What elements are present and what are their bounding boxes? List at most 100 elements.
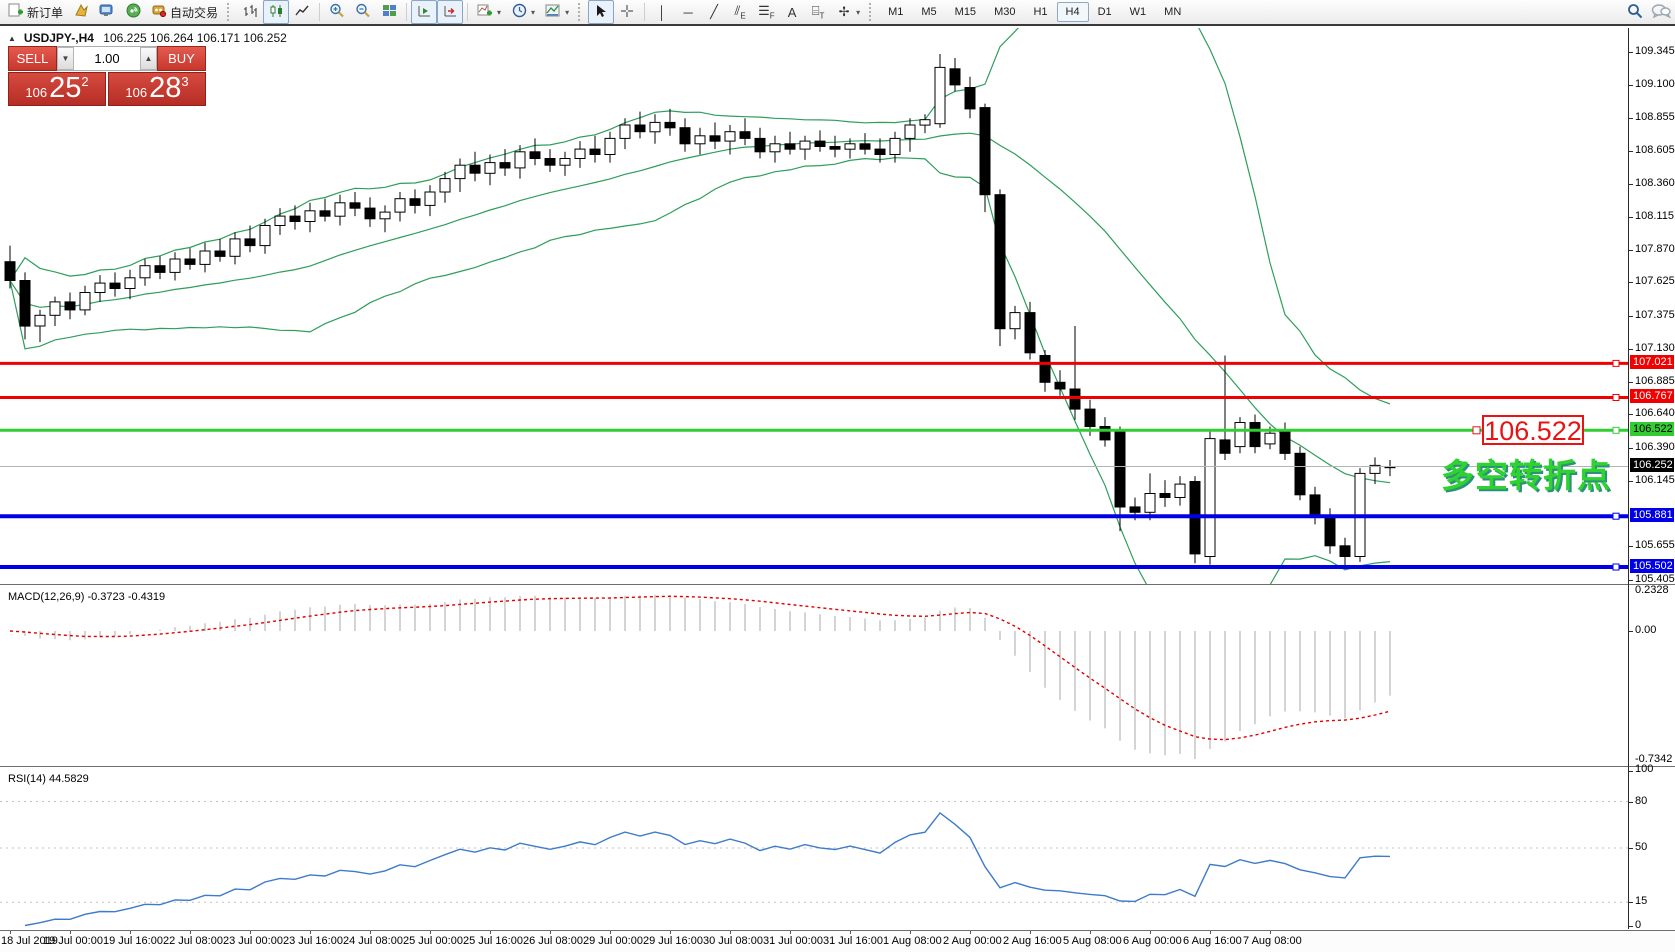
- chart-shift-button[interactable]: [437, 0, 464, 24]
- channel-tool-button[interactable]: ⫽E: [727, 0, 753, 24]
- rsi-axis[interactable]: 100 80 50 15 0: [1629, 763, 1675, 931]
- cursor-tool-button[interactable]: [588, 0, 615, 24]
- bar-chart-button[interactable]: [237, 0, 263, 24]
- trendline-tool-button[interactable]: ╱: [701, 0, 727, 24]
- timeframe-M15[interactable]: M15: [954, 6, 977, 18]
- price-tick-label: 109.100: [1635, 78, 1675, 90]
- time-tick-mark: [70, 931, 71, 934]
- time-label: 1 Aug 08:00: [883, 935, 942, 947]
- timeframe-D1[interactable]: D1: [1097, 6, 1112, 18]
- zoom-out-icon: [355, 3, 371, 21]
- volume-decrease-button[interactable]: ▼: [57, 47, 74, 70]
- price-tick-mark: [1629, 118, 1633, 119]
- rsi-tick-label: 50: [1635, 841, 1648, 853]
- timeframe-W1[interactable]: W1: [1129, 6, 1147, 18]
- chat-icon[interactable]: [1651, 3, 1672, 24]
- price-level-label-107.021: 107.021: [1630, 355, 1674, 369]
- periods-button[interactable]: ▾: [506, 0, 540, 24]
- candlestick-chart-button[interactable]: [263, 0, 290, 24]
- horizontal-line-tool-button[interactable]: ─: [675, 0, 701, 24]
- crosshair-tool-button[interactable]: [614, 0, 640, 24]
- price-tick-label: 106.640: [1635, 407, 1675, 419]
- channel-icon: ⫽E: [734, 3, 746, 21]
- rsi-tick-mark: [1629, 926, 1633, 927]
- time-label: 2 Aug 16:00: [1003, 935, 1062, 947]
- candlestick-chart-icon: [268, 4, 284, 21]
- templates-button[interactable]: ▾: [540, 0, 574, 24]
- autotrading-button[interactable]: 自动交易: [146, 0, 223, 24]
- depth-of-market-button[interactable]: [68, 0, 94, 24]
- time-label: 31 Jul 16:00: [823, 935, 883, 947]
- new-order-button[interactable]: 新订单: [3, 0, 68, 24]
- main-chart[interactable]: [0, 28, 1628, 584]
- time-label: 19 Jul 16:00: [103, 935, 163, 947]
- annotation-anchor-marker[interactable]: [1472, 426, 1481, 435]
- line-anchor-marker[interactable]: [1612, 394, 1620, 401]
- price-tick-mark: [1629, 382, 1633, 383]
- indicators-button[interactable]: ▾: [472, 0, 506, 24]
- line-anchor-marker[interactable]: [1612, 359, 1620, 367]
- time-label: 23 Jul 16:00: [283, 935, 343, 947]
- line-anchor-marker[interactable]: [1612, 512, 1620, 520]
- time-label: 2 Aug 00:00: [943, 935, 1002, 947]
- line-anchor-marker[interactable]: [1612, 426, 1620, 434]
- text-label-tool-button[interactable]: ⌸T: [805, 0, 831, 24]
- time-tick-mark: [1150, 931, 1151, 934]
- price-tick-label: 106.390: [1635, 441, 1675, 453]
- turning-point-annotation[interactable]: 多空转折点: [1441, 457, 1611, 494]
- price-level-label-106.522: 106.522: [1630, 422, 1674, 436]
- timeframe-H1[interactable]: H1: [1033, 6, 1048, 18]
- price-axis[interactable]: 109.345 109.100 108.855 108.605 108.360 108.1…: [1629, 28, 1675, 585]
- macd-axis[interactable]: 0.2328 0.00 -0.7342: [1629, 584, 1675, 766]
- macd-panel[interactable]: [0, 587, 1628, 766]
- buy-button[interactable]: BUY: [157, 46, 206, 71]
- zoom-out-button[interactable]: [350, 0, 376, 24]
- fibonacci-tool-button[interactable]: ☰F: [753, 0, 779, 24]
- toolbar-separator: [319, 3, 321, 21]
- autotrading-label: 自动交易: [170, 5, 219, 20]
- time-tick-mark: [610, 931, 611, 934]
- toolbar-grip[interactable]: [227, 3, 233, 21]
- metaeditor-button[interactable]: [94, 0, 120, 24]
- timeframe-M1[interactable]: M1: [888, 6, 904, 18]
- text-tool-button[interactable]: A: [779, 0, 805, 24]
- search-icon[interactable]: [1627, 3, 1643, 24]
- rsi-tick-label: 80: [1635, 795, 1648, 807]
- timeframe-M30[interactable]: M30: [994, 6, 1016, 18]
- timeframe-M5[interactable]: M5: [921, 6, 937, 18]
- sell-price-button[interactable]: 106 25 2: [8, 72, 106, 106]
- price-annotation-box[interactable]: 106.522: [1482, 415, 1584, 445]
- toolbar-separator: [406, 3, 408, 21]
- tile-windows-button[interactable]: [376, 0, 402, 24]
- time-tick-mark: [490, 931, 491, 934]
- volume-input[interactable]: 1.00: [94, 51, 120, 66]
- auto-scroll-button[interactable]: [411, 0, 438, 24]
- sell-button[interactable]: SELL: [8, 46, 57, 71]
- timeframe-MN[interactable]: MN: [1164, 6, 1182, 18]
- current-price-label: 106.252: [1630, 458, 1674, 472]
- volume-increase-button[interactable]: ▲: [140, 47, 157, 70]
- arrows-tool-button[interactable]: ✢ ▾: [831, 0, 865, 24]
- price-tick-mark: [1629, 481, 1633, 482]
- line-anchor-marker[interactable]: [1612, 563, 1620, 571]
- rsi-line: [24, 812, 1391, 927]
- rsi-tick-mark: [1629, 802, 1633, 803]
- timeframe-H4[interactable]: H4: [1056, 2, 1089, 22]
- toolbar-grip[interactable]: [869, 3, 875, 21]
- toolbar-grip[interactable]: [578, 3, 584, 21]
- signals-button[interactable]: [120, 0, 146, 24]
- crosshair-icon: [619, 4, 635, 21]
- zoom-in-button[interactable]: [324, 0, 350, 24]
- line-chart-button[interactable]: [289, 0, 315, 24]
- toolbar-separator: [644, 3, 646, 21]
- time-tick-mark: [250, 931, 251, 934]
- rsi-panel[interactable]: [0, 769, 1628, 929]
- time-tick-mark: [910, 931, 911, 934]
- rsi-label: RSI(14) 44.5829: [8, 773, 89, 785]
- buy-price-button[interactable]: 106 28 3: [108, 72, 206, 106]
- vertical-line-tool-button[interactable]: │: [649, 0, 675, 24]
- time-tick-mark: [1210, 931, 1211, 934]
- time-axis[interactable]: 18 Jul 2019 19 Jul 00:00 19 Jul 16:00 22 Ju…: [0, 930, 1675, 952]
- price-tick-label: 105.655: [1635, 539, 1675, 551]
- collapse-trade-panel-icon[interactable]: ▲: [8, 33, 16, 43]
